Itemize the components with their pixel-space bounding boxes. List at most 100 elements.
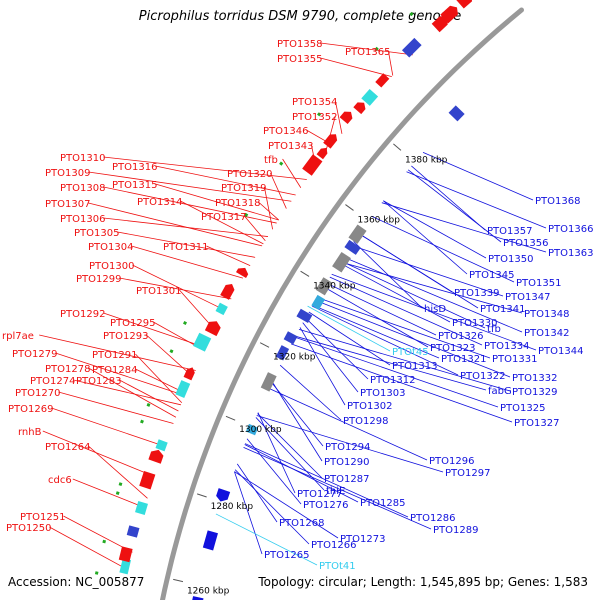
label-connector xyxy=(49,526,129,571)
label-connector xyxy=(103,156,307,180)
gene-feature xyxy=(139,470,156,490)
gene-label: PTO1304 xyxy=(88,242,133,253)
gene-label: PTO1322 xyxy=(460,371,505,382)
scale-tick xyxy=(393,143,402,151)
gene-label: tfb xyxy=(487,324,501,335)
label-connector xyxy=(42,430,155,477)
gene-label: PTO1323 xyxy=(430,343,475,354)
label-connector xyxy=(268,388,428,461)
gene-label: PTO1295 xyxy=(110,318,155,329)
gene-label: PTO1310 xyxy=(60,153,105,164)
gene-label: PTO1351 xyxy=(516,278,561,289)
gene-feature xyxy=(115,491,120,495)
label-connector xyxy=(383,200,487,259)
label-connector xyxy=(244,215,266,241)
gene-feature xyxy=(216,488,231,502)
gene-label: PTO1266 xyxy=(311,540,356,551)
gene-label: PTO1342 xyxy=(524,328,569,339)
gene-label: PTO1366 xyxy=(548,224,593,235)
gene-label: PTO1278 xyxy=(45,364,90,375)
gene-label: PTO1302 xyxy=(347,401,392,412)
label-connector xyxy=(406,171,547,229)
label-connector xyxy=(305,317,369,380)
gene-feature xyxy=(135,501,148,515)
gene-label: PTO1307 xyxy=(45,199,90,210)
label-connector xyxy=(407,169,502,243)
gene-label: PTO1318 xyxy=(215,198,260,209)
label-connector xyxy=(132,264,226,311)
gene-feature xyxy=(175,380,191,399)
label-connector xyxy=(55,352,185,396)
label-connector xyxy=(258,201,279,221)
gene-label: PTO1347 xyxy=(505,292,550,303)
gene-feature xyxy=(279,161,284,166)
gene-label: PTO1297 xyxy=(445,468,490,479)
label-connector xyxy=(117,231,256,258)
gene-feature xyxy=(155,439,168,452)
genome-summary: Topology: circular; Length: 1,545,895 bp… xyxy=(258,575,588,589)
scale-ticks: 1260 kbp 1280 kbp 1300 kbp 1320 kbp 1340 kbp… xyxy=(173,143,448,597)
label-connector xyxy=(155,183,279,221)
gene-feature xyxy=(169,349,174,354)
gene-label: PTO1320 xyxy=(227,169,272,180)
label-connector xyxy=(315,300,511,378)
gene-label: PTO1343 xyxy=(268,141,313,152)
label-connector xyxy=(88,171,292,202)
label-connector xyxy=(340,260,486,329)
label-connector xyxy=(243,447,432,530)
label-connector xyxy=(63,515,133,553)
gene-label: PTO1301 xyxy=(136,286,181,297)
gene-label: PTO1269 xyxy=(8,404,53,415)
gene-label: PTO1313 xyxy=(392,361,437,372)
gene-label: PTO1293 xyxy=(103,331,148,342)
gene-label: PTO1356 xyxy=(503,238,548,249)
gene-label: PTO1321 xyxy=(441,354,486,365)
gene-label: PTO1300 xyxy=(89,261,134,272)
gene-label: fabG xyxy=(488,386,512,397)
gene-label: PTO1298 xyxy=(343,416,388,427)
trna-label: PTOt41 xyxy=(319,561,356,572)
label-connector xyxy=(271,381,323,462)
label-connector xyxy=(329,276,483,346)
gene-label: PTO1332 xyxy=(512,373,557,384)
label-connector xyxy=(294,336,499,408)
label-connector xyxy=(371,215,515,283)
label-connector xyxy=(206,245,251,267)
gene-feature xyxy=(409,11,414,17)
label-connector xyxy=(383,200,468,275)
scale-tick xyxy=(225,415,236,421)
gene-feature xyxy=(344,239,361,255)
label-connector xyxy=(146,334,194,378)
gene-feature xyxy=(375,73,390,88)
label-connector xyxy=(72,478,145,508)
label-connector xyxy=(381,202,547,253)
gene-label: PTO1268 xyxy=(279,518,324,529)
scale-label: 1300 kbp xyxy=(239,425,282,435)
gene-feature xyxy=(102,539,107,544)
label-connector xyxy=(103,186,277,224)
gene-label: hisD xyxy=(424,304,446,315)
gene-label: PTO1294 xyxy=(325,442,370,453)
label-connector xyxy=(302,322,359,393)
genome-backbone xyxy=(160,7,524,600)
gene-label: PTO1265 xyxy=(264,550,309,561)
gene-label: PTO1286 xyxy=(410,513,455,524)
gene-feature xyxy=(275,345,290,361)
gene-feature xyxy=(260,372,277,392)
label-connector xyxy=(335,100,343,134)
gene-feature xyxy=(118,546,133,563)
label-connector xyxy=(350,244,504,297)
label-connector xyxy=(39,334,196,371)
gene-label: PTO1344 xyxy=(538,346,583,357)
gene-feature xyxy=(191,596,204,600)
gene-label: PTO1341 xyxy=(480,304,525,315)
gene-label: thiE xyxy=(326,486,345,497)
gene-feature xyxy=(118,482,123,486)
gene-label: PTO1303 xyxy=(360,388,405,399)
gene-label: PTO1315 xyxy=(112,180,157,191)
label-connector xyxy=(295,335,487,391)
label-connector xyxy=(299,327,346,406)
label-connector xyxy=(320,42,413,56)
gene-label: PTO1277 xyxy=(297,489,342,500)
gene-label: PTO1334 xyxy=(484,341,529,352)
